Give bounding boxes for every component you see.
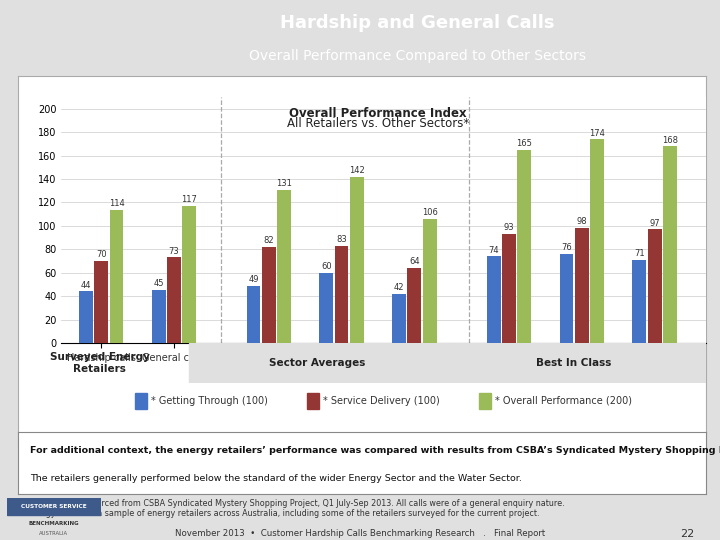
- Text: 114: 114: [109, 199, 125, 208]
- Text: November 2013  •  Customer Hardship Calls Benchmarking Research   .   Final Repo: November 2013 • Customer Hardship Calls …: [175, 529, 545, 538]
- Text: Best In Class: Best In Class: [536, 358, 611, 368]
- Bar: [152, 291, 166, 343]
- Text: 60: 60: [321, 262, 331, 271]
- Bar: [559, 254, 573, 343]
- Text: 44: 44: [81, 281, 91, 289]
- Text: 97: 97: [649, 219, 660, 228]
- Text: 168: 168: [662, 136, 678, 145]
- Bar: [575, 228, 589, 343]
- Text: 42: 42: [394, 283, 405, 292]
- Text: * Getting Through (100): * Getting Through (100): [151, 396, 269, 406]
- Bar: [182, 206, 197, 343]
- Bar: [277, 190, 291, 343]
- Text: 76: 76: [561, 243, 572, 252]
- Text: BENCHMARKING: BENCHMARKING: [29, 521, 79, 526]
- Bar: [502, 234, 516, 343]
- Text: Overall Performance Index: Overall Performance Index: [289, 106, 467, 119]
- Bar: [189, 343, 453, 383]
- Text: AUSTRALIA: AUSTRALIA: [40, 531, 68, 536]
- Text: 82: 82: [264, 236, 274, 245]
- Text: Overall Performance Compared to Other Sectors: Overall Performance Compared to Other Se…: [249, 49, 586, 63]
- Text: 131: 131: [276, 179, 292, 188]
- Bar: [320, 273, 333, 343]
- Bar: [453, 343, 706, 383]
- Bar: [246, 286, 261, 343]
- Text: Surveyed Energy
Retailers: Surveyed Energy Retailers: [50, 352, 150, 374]
- Text: * Service Delivery (100): * Service Delivery (100): [323, 396, 440, 406]
- Bar: [167, 258, 181, 343]
- Text: 174: 174: [589, 129, 605, 138]
- Text: CUSTOMER SERVICE: CUSTOMER SERVICE: [21, 504, 87, 509]
- Text: All Retailers vs. Other Sectors*: All Retailers vs. Other Sectors*: [287, 117, 469, 130]
- Text: The retailers generally performed below the standard of the wider Energy Sector : The retailers generally performed below …: [30, 474, 522, 483]
- Bar: [135, 393, 148, 409]
- Bar: [7, 498, 101, 515]
- Text: 142: 142: [349, 166, 365, 175]
- Bar: [423, 219, 436, 343]
- Text: Hardship and General Calls: Hardship and General Calls: [280, 14, 555, 32]
- Bar: [94, 261, 108, 343]
- Bar: [479, 393, 491, 409]
- Text: 83: 83: [336, 235, 347, 244]
- Text: 64: 64: [409, 257, 420, 266]
- Bar: [79, 292, 93, 343]
- Bar: [335, 246, 348, 343]
- Text: 71: 71: [634, 249, 644, 258]
- Text: 106: 106: [422, 208, 438, 217]
- Text: 70: 70: [96, 250, 107, 259]
- Bar: [392, 294, 406, 343]
- Text: Sector Averages: Sector Averages: [269, 358, 365, 368]
- Text: 117: 117: [181, 195, 197, 204]
- Bar: [262, 247, 276, 343]
- Text: 98: 98: [577, 218, 587, 226]
- Text: For additional context, the energy retailers’ performance was compared with resu: For additional context, the energy retai…: [30, 446, 720, 455]
- Text: 93: 93: [504, 224, 514, 232]
- Bar: [109, 210, 123, 343]
- Bar: [307, 393, 319, 409]
- Bar: [350, 177, 364, 343]
- Text: 45: 45: [153, 280, 164, 288]
- Text: 165: 165: [516, 139, 532, 148]
- Text: *Sector data is sourced from CSBA Syndicated Mystery Shopping Project, Q1 July-S: *Sector data is sourced from CSBA Syndic…: [25, 499, 564, 518]
- Bar: [632, 260, 647, 343]
- Text: 49: 49: [248, 275, 258, 284]
- Bar: [408, 268, 421, 343]
- Text: * Overall Performance (200): * Overall Performance (200): [495, 396, 632, 406]
- Bar: [487, 256, 500, 343]
- Text: 73: 73: [168, 247, 179, 256]
- Bar: [518, 150, 531, 343]
- Text: 74: 74: [488, 246, 499, 254]
- Text: 22: 22: [680, 529, 695, 538]
- Bar: [648, 230, 662, 343]
- Bar: [663, 146, 677, 343]
- Bar: [590, 139, 604, 343]
